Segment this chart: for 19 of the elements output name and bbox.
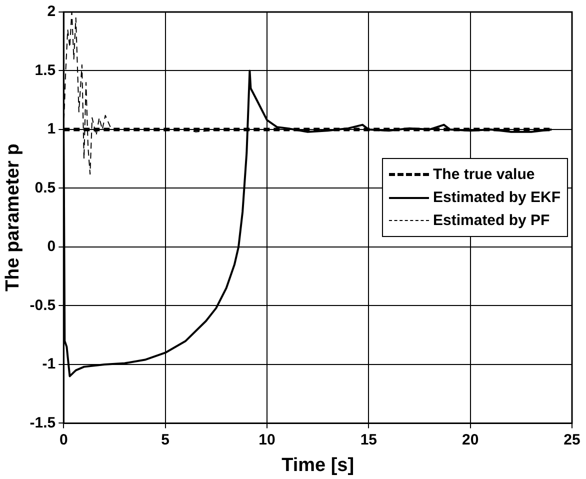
legend-label: Estimated by EKF bbox=[433, 189, 561, 206]
y-tick-label: 0 bbox=[47, 238, 56, 256]
x-axis-title: Time [s] bbox=[282, 454, 354, 476]
legend-label: Estimated by PF bbox=[433, 212, 550, 230]
y-tick-label: 2 bbox=[47, 3, 56, 20]
y-tick-label: 1.5 bbox=[34, 62, 56, 79]
y-tick-label: 0.5 bbox=[34, 179, 56, 196]
y-tick-label: -0.5 bbox=[30, 296, 56, 314]
y-tick-label: 1 bbox=[47, 120, 56, 138]
x-tick-label: 10 bbox=[258, 431, 276, 448]
y-tick-label: -1 bbox=[42, 356, 56, 373]
x-tick-label: 15 bbox=[360, 431, 378, 448]
legend-label: The true value bbox=[433, 166, 535, 184]
x-tick-label: 25 bbox=[564, 431, 580, 448]
x-tick-label: 5 bbox=[161, 431, 170, 448]
y-tick-label: -1.5 bbox=[30, 414, 56, 432]
x-tick-label: 20 bbox=[462, 431, 479, 448]
y-axis-title: The parameter p bbox=[2, 144, 24, 292]
x-tick-label: 0 bbox=[59, 431, 68, 448]
